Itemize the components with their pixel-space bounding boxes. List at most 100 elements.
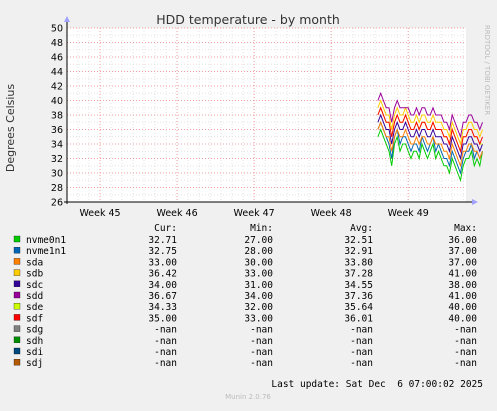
legend-min-sdh: -nan [250, 336, 273, 347]
series-line-nvme0n1 [377, 128, 483, 183]
legend-cur-sde: 34.33 [148, 302, 177, 313]
legend-avg-sdg: -nan [350, 325, 373, 336]
legend-min-sdb: 33.00 [244, 269, 273, 280]
legend-avg-sdd: 37.36 [344, 291, 373, 302]
legend-max-sdc: 38.00 [448, 280, 477, 291]
legend-swatch-nvme1n1 [13, 247, 21, 254]
x-tick-label: Week 49 [388, 208, 429, 219]
y-tick-label: 40 [51, 96, 63, 107]
x-axis-arrow [472, 199, 478, 205]
legend-avg-sdh: -nan [350, 336, 373, 347]
legend-swatch-sdj [13, 359, 21, 366]
grid [67, 27, 466, 203]
series-line-sdd [377, 91, 483, 139]
chart-title: HDD temperature - by month [156, 12, 340, 27]
legend-max-nvme0n1: 36.00 [448, 235, 477, 246]
y-axis-label: Degrees Celsius [4, 84, 17, 173]
legend-name-sdh: sdh [26, 336, 43, 347]
legend-cur-sdj: -nan [154, 358, 177, 369]
legend-cur-nvme0n1: 32.71 [148, 235, 177, 246]
legend-cur-sdb: 36.42 [148, 269, 177, 280]
legend-avg-nvme1n1: 32.91 [344, 246, 373, 257]
legend-max-sdb: 41.00 [448, 269, 477, 280]
legend-cur-sdc: 34.00 [148, 280, 177, 291]
legend-cur-sdf: 35.00 [148, 313, 177, 324]
legend-header-avg: Avg: [350, 223, 373, 234]
legend-swatch-sda [13, 258, 21, 265]
legend-max-sdf: 40.00 [448, 313, 477, 324]
legend-cur-sdh: -nan [154, 336, 177, 347]
legend-swatch-sdd [13, 291, 21, 299]
series-line-sda [377, 120, 483, 168]
legend-max-sde: 40.00 [448, 302, 477, 313]
legend-min-nvme0n1: 27.00 [244, 235, 273, 246]
x-tick-label: Week 46 [156, 208, 197, 219]
legend-swatch-sdb [13, 269, 21, 276]
legend-avg-sdc: 34.55 [344, 280, 373, 291]
series-line-sdc [377, 113, 483, 161]
x-tick-label: Week 47 [234, 208, 275, 219]
y-tick-label: 30 [51, 169, 63, 180]
y-tick-label: 28 [51, 183, 63, 194]
legend-cur-sda: 33.00 [148, 257, 177, 268]
legend-swatch-sdg [13, 325, 21, 332]
x-tick-labels: Week 45 Week 46 Week 47 Week 48 Week 49 [79, 208, 428, 219]
legend-max-sdi: -nan [454, 347, 477, 358]
legend-avg-sdi: -nan [350, 347, 373, 358]
legend-name-sda: sda [26, 257, 43, 268]
legend: Cur: Min: Avg: Max: nvme0n1 32.71 27.00 32.… [13, 223, 477, 369]
legend-max-sdj: -nan [454, 358, 477, 369]
series-lines [377, 91, 483, 183]
y-tick-labels: 26 28 30 32 34 36 38 40 42 44 46 48 50 [51, 24, 63, 209]
legend-name-sdd: sdd [26, 291, 43, 302]
legend-cur-sdg: -nan [154, 325, 177, 336]
y-tick-label: 44 [51, 67, 63, 78]
legend-swatch-nvme0n1 [13, 235, 21, 243]
legend-swatch-sdh [13, 336, 21, 343]
legend-max-sdh: -nan [454, 336, 477, 347]
y-tick-label: 48 [51, 38, 63, 49]
legend-min-sdj: -nan [250, 358, 273, 369]
y-axis-arrow [64, 16, 70, 22]
y-tick-label: 50 [51, 24, 63, 35]
legend-header-cur: Cur: [154, 223, 177, 234]
x-tick-label: Week 48 [311, 208, 352, 219]
legend-name-sdi: sdi [26, 347, 43, 358]
y-tick-label: 36 [51, 125, 63, 136]
legend-swatch-sdf [13, 314, 21, 321]
y-tick-label: 32 [51, 154, 63, 165]
legend-avg-sda: 33.80 [344, 257, 373, 268]
legend-min-sda: 30.00 [244, 257, 273, 268]
legend-min-sdf: 33.00 [244, 313, 273, 324]
y-tick-label: 46 [51, 53, 63, 64]
legend-max-nvme1n1: 37.00 [448, 246, 477, 257]
legend-min-sdc: 31.00 [244, 280, 273, 291]
series-line-sdb [377, 99, 483, 146]
x-tick-label: Week 45 [79, 208, 120, 219]
legend-name-sdc: sdc [26, 280, 43, 291]
legend-avg-nvme0n1: 32.51 [344, 235, 373, 246]
legend-header-min: Min: [250, 223, 273, 234]
legend-cur-nvme1n1: 32.75 [148, 246, 177, 257]
legend-name-nvme1n1: nvme1n1 [26, 246, 66, 257]
legend-name-nvme0n1: nvme0n1 [26, 235, 66, 246]
last-update: Last update: Sat Dec 6 07:00:02 2025 [271, 379, 483, 390]
legend-min-sdg: -nan [250, 325, 273, 336]
legend-name-sdg: sdg [26, 325, 43, 336]
legend-name-sdb: sdb [26, 269, 43, 280]
legend-avg-sdb: 37.28 [344, 269, 373, 280]
legend-cur-sdi: -nan [154, 347, 177, 358]
legend-avg-sde: 35.64 [344, 302, 373, 313]
legend-max-sdg: -nan [454, 325, 477, 336]
y-tick-label: 38 [51, 111, 63, 122]
legend-name-sdf: sdf [26, 313, 43, 324]
series-line-sdf [377, 106, 483, 154]
y-tick-label: 34 [51, 140, 63, 151]
legend-header-max: Max: [454, 223, 477, 234]
legend-avg-sdj: -nan [350, 358, 373, 369]
legend-name-sdj: sdj [26, 358, 43, 369]
legend-cur-sdd: 36.67 [148, 291, 177, 302]
legend-avg-sdf: 36.01 [344, 313, 373, 324]
